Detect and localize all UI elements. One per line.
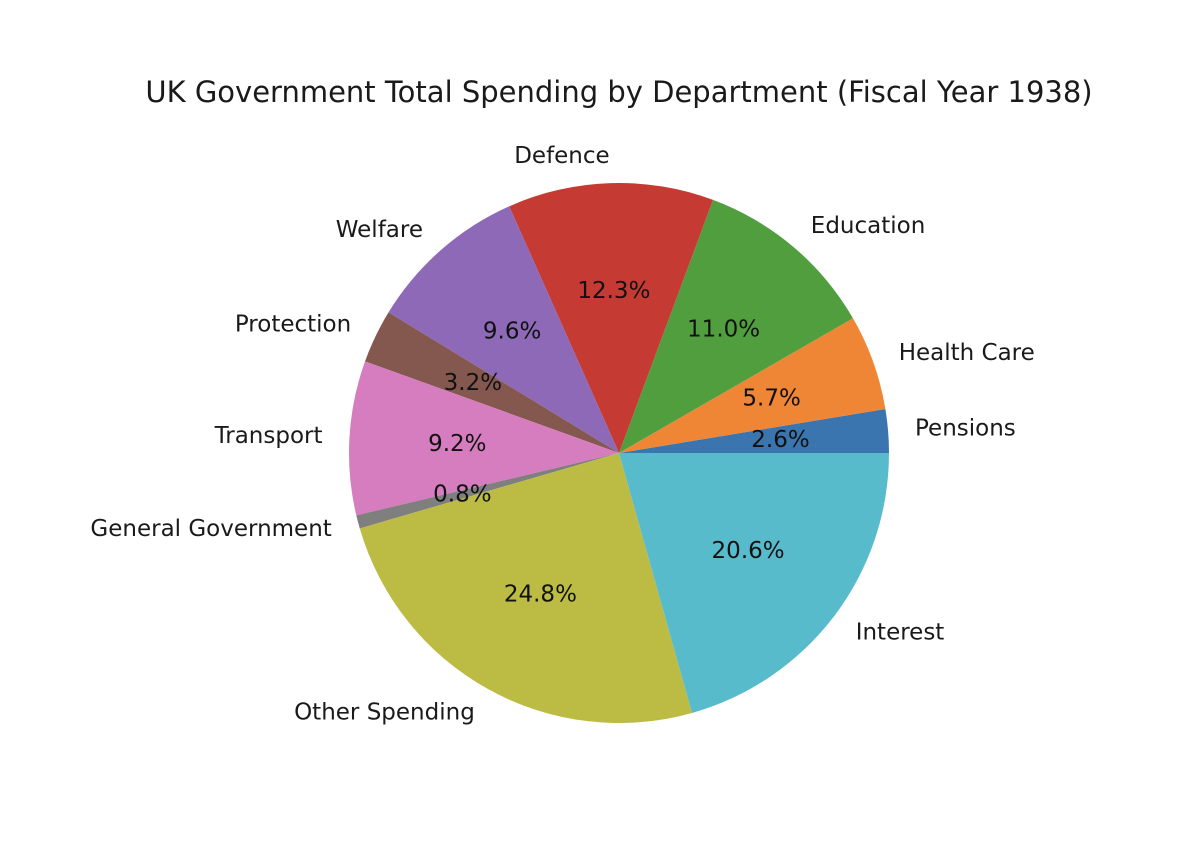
pie-slices — [348, 182, 889, 724]
category-label-education: Education — [811, 213, 926, 239]
category-label-protection: Protection — [235, 312, 351, 338]
pie-slice-interest — [619, 453, 889, 713]
pie-slice-protection — [365, 312, 619, 453]
category-labels: Pensions Health Care Education Defence Welfa… — [90, 143, 1034, 726]
category-label-interest: Interest — [856, 619, 945, 645]
category-label-other-spending: Other Spending — [294, 700, 475, 726]
category-label-general-government: General Government — [90, 516, 331, 542]
pct-label-pensions: 2.6% — [751, 427, 809, 453]
category-label-health-care: Health Care — [899, 340, 1035, 366]
pie-slice-general-government — [356, 453, 619, 529]
pie-slice-welfare — [388, 206, 619, 453]
category-label-defence: Defence — [514, 143, 609, 169]
pct-label-education: 11.0% — [687, 316, 760, 342]
pct-label-general-government: 0.8% — [433, 481, 491, 507]
pct-label-defence: 12.3% — [577, 278, 650, 304]
pct-label-interest: 20.6% — [712, 538, 785, 564]
pct-label-health-care: 5.7% — [742, 386, 800, 412]
pie-slice-transport — [348, 361, 619, 516]
pct-label-other-spending: 24.8% — [504, 582, 577, 608]
category-label-pensions: Pensions — [915, 416, 1016, 442]
pie-slice-pensions — [619, 409, 889, 453]
category-label-welfare: Welfare — [336, 217, 423, 243]
pct-label-transport: 9.2% — [428, 431, 486, 457]
pie-slice-defence — [509, 182, 714, 453]
category-label-transport: Transport — [214, 423, 323, 449]
percentage-labels: 2.6% 5.7% 11.0% 12.3% 9.6% 3.2% 9.2% 0.8% 24.8% 2… — [428, 278, 810, 607]
chart-title: UK Government Total Spending by Departme… — [145, 75, 1092, 109]
pct-label-welfare: 9.6% — [483, 318, 541, 344]
pie-slice-education — [619, 199, 853, 453]
pie-slice-health-care — [619, 318, 886, 453]
pct-label-protection: 3.2% — [444, 370, 502, 396]
pie-slice-other-spending — [359, 453, 693, 724]
